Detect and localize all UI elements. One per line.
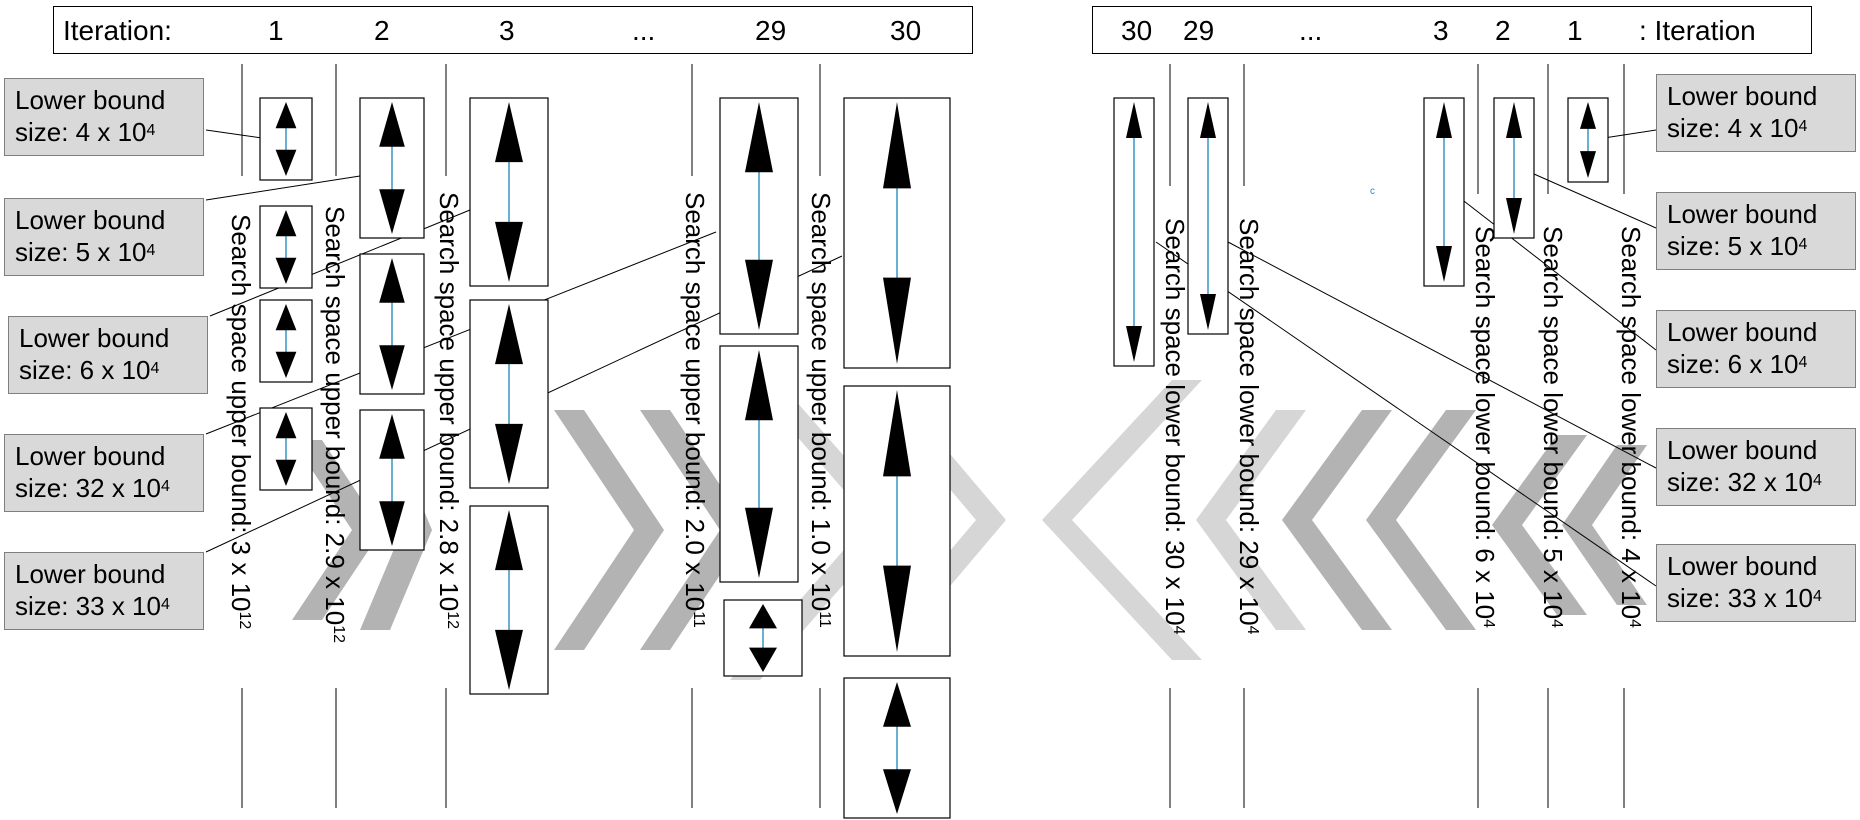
arrow-head-up: [379, 102, 405, 147]
arrow-head-down: [275, 351, 297, 378]
leader-lines: [205, 64, 1657, 808]
arrow-head-up: [379, 414, 405, 459]
arrow-head-down: [275, 257, 297, 284]
chevron-arrow: [1282, 410, 1392, 630]
arrow-head-down: [1436, 246, 1452, 282]
leader-line: [1155, 241, 1657, 587]
arrow-head-up: [495, 304, 523, 365]
chevron-arrow: [1042, 380, 1202, 660]
search-space-boxes: [259, 97, 1609, 819]
arrow-head-down: [745, 507, 773, 578]
arrow-head-down: [379, 345, 405, 390]
arrow-head-up: [1580, 102, 1596, 129]
leader-line: [205, 175, 361, 201]
arrow-head-down: [749, 647, 777, 672]
arrow-head-down: [495, 221, 523, 282]
arrow-head-up: [275, 210, 297, 237]
leader-line: [1227, 241, 1657, 469]
chevron-arrow: [554, 410, 664, 650]
arrow-head-down: [883, 277, 911, 364]
chevron-arrow: [1366, 410, 1476, 630]
arrow-head-up: [275, 304, 297, 331]
arrow-head-up: [1126, 102, 1142, 138]
arrow-head-up: [1436, 102, 1452, 138]
chevron-arrow: [1492, 435, 1587, 615]
arrow-head-down: [1506, 198, 1522, 234]
arrow-head-up: [749, 604, 777, 629]
arrow-head-down: [1200, 294, 1216, 330]
arrow-head-down: [495, 423, 523, 484]
arrow-head-down: [883, 769, 911, 814]
chevron-arrow: [1196, 410, 1306, 630]
arrow-head-up: [495, 510, 523, 571]
arrow-head-down: [745, 259, 773, 330]
arrow-head-down: [275, 459, 297, 486]
leader-line: [205, 129, 263, 139]
arrow-head-down: [883, 565, 911, 652]
arrow-head-down: [495, 629, 523, 690]
arrow-head-up: [495, 102, 523, 163]
arrow-head-up: [275, 102, 297, 129]
arrow-head-up: [883, 390, 911, 477]
arrow-head-up: [379, 258, 405, 303]
arrow-head-down: [1126, 326, 1142, 362]
arrow-head-down: [275, 149, 297, 176]
leader-line: [205, 231, 717, 435]
arrow-head-down: [379, 501, 405, 546]
arrow-head-up: [745, 350, 773, 421]
leader-line: [209, 209, 471, 317]
chevron-arrow: [1562, 445, 1647, 605]
leader-line: [1603, 129, 1657, 139]
leader-line: [1533, 173, 1657, 229]
arrow-head-up: [883, 102, 911, 189]
chevron-arrow: [730, 360, 900, 680]
arrow-head-up: [745, 102, 773, 173]
arrow-head-up: [1506, 102, 1522, 138]
arrow-head-down: [1580, 151, 1596, 178]
arrow-head-up: [275, 412, 297, 439]
arrow-head-up: [883, 682, 911, 727]
leader-line: [1459, 197, 1657, 351]
arrow-head-down: [379, 189, 405, 234]
arrow-head-up: [1200, 102, 1216, 138]
